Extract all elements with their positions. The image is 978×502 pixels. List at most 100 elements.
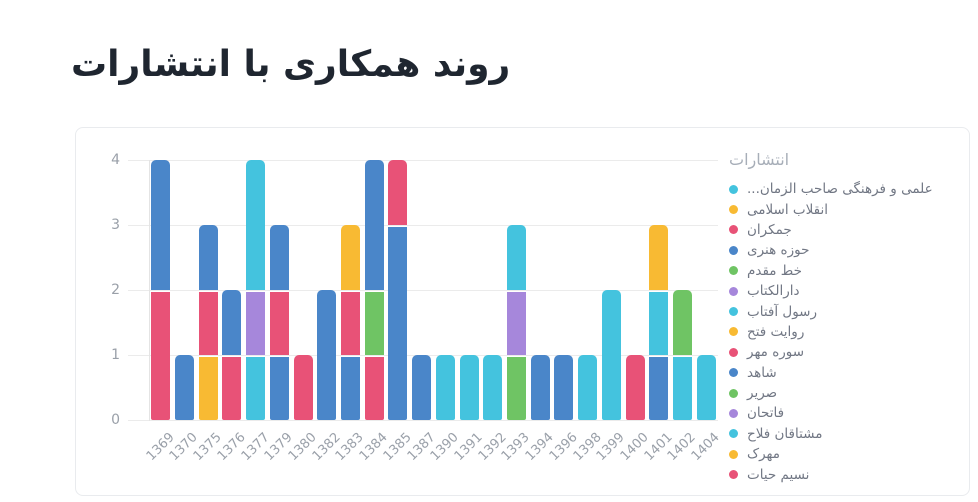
page-title: روند همکاری با انتشارات — [71, 44, 511, 85]
bar-segment[interactable] — [388, 160, 408, 225]
bar-segment[interactable] — [388, 226, 408, 420]
gridline — [128, 225, 718, 226]
bar-segment[interactable] — [198, 225, 218, 290]
bar-segment[interactable] — [341, 225, 361, 290]
legend-item-label: مهرک — [747, 446, 780, 463]
legend-item[interactable]: حوزه هنری — [729, 240, 965, 260]
bar-segment[interactable] — [696, 355, 716, 420]
legend-item[interactable]: انقلاب اسلامی — [729, 199, 965, 219]
legend-item[interactable]: صریر — [729, 383, 965, 403]
y-axis-tick-label: 1 — [111, 347, 120, 363]
bar-segment[interactable] — [269, 356, 289, 420]
bar-group — [696, 160, 716, 420]
bar-group — [578, 160, 598, 420]
legend-item[interactable]: دارالکتاب — [729, 281, 965, 301]
bar-segment[interactable] — [506, 356, 526, 420]
legend-color-dot-icon — [729, 266, 738, 276]
bar-group — [175, 160, 195, 420]
bar-segment[interactable] — [412, 355, 432, 420]
bar-group — [672, 160, 692, 420]
bar-segment[interactable] — [246, 160, 266, 290]
legend-item[interactable]: خط مقدم — [729, 261, 965, 281]
legend-color-dot-icon — [729, 286, 738, 296]
bar-segment[interactable] — [554, 355, 574, 420]
bar-segment[interactable] — [151, 291, 171, 420]
bar-segment[interactable] — [506, 225, 526, 290]
bar-segment[interactable] — [222, 356, 242, 420]
legend-item-label: شاهد — [747, 364, 777, 381]
legend-item[interactable]: روایت فتح — [729, 322, 965, 342]
bar-segment[interactable] — [198, 291, 218, 355]
legend-item[interactable]: نسیم حیات — [729, 464, 965, 483]
gridline — [128, 290, 718, 291]
bar-segment[interactable] — [364, 160, 384, 290]
bar-segment[interactable] — [649, 356, 669, 420]
bar-segment[interactable] — [341, 356, 361, 420]
bar-group — [151, 160, 171, 420]
bar-group — [364, 160, 384, 420]
bar-group — [625, 160, 645, 420]
legend-color-dot-icon — [729, 470, 738, 480]
legend-item-label: انقلاب اسلامی — [747, 201, 828, 218]
bar-segment[interactable] — [672, 356, 692, 420]
bar-segment[interactable] — [672, 290, 692, 355]
bar-group — [412, 160, 432, 420]
legend-item[interactable]: سوره مهر — [729, 342, 965, 362]
bar-segment[interactable] — [151, 160, 171, 290]
bar-segment[interactable] — [601, 290, 621, 420]
bar-segment[interactable] — [175, 355, 195, 420]
gridline — [128, 160, 718, 161]
bar-group — [246, 160, 266, 420]
legend-title: انتشارات — [729, 150, 790, 169]
bar-segment[interactable] — [483, 355, 503, 420]
bar-segment[interactable] — [459, 355, 479, 420]
legend-item[interactable]: شاهد — [729, 363, 965, 383]
bar-segment[interactable] — [341, 291, 361, 355]
legend-item-label: خط مقدم — [747, 262, 802, 279]
bar-segment[interactable] — [506, 291, 526, 355]
bar-group — [459, 160, 479, 420]
legend-item-label: نسیم حیات — [747, 466, 810, 483]
bar-group — [317, 160, 337, 420]
legend-color-dot-icon — [729, 449, 738, 459]
legend-color-dot-icon — [729, 205, 738, 215]
legend-item[interactable]: جمکران — [729, 220, 965, 240]
legend-item[interactable]: فاتحان — [729, 403, 965, 423]
bar-group — [269, 160, 289, 420]
bar-segment[interactable] — [649, 225, 669, 290]
legend-color-dot-icon — [729, 225, 738, 235]
bar-segment[interactable] — [198, 356, 218, 420]
bar-segment[interactable] — [649, 291, 669, 355]
legend-item-label: روایت فتح — [747, 323, 805, 340]
bar-group — [506, 160, 526, 420]
bar-segment[interactable] — [364, 291, 384, 355]
plot-area: 1369 1370 1375 1376 1377 1379 1380 1382 1383 1384… — [143, 160, 723, 464]
bar-segment[interactable] — [578, 355, 598, 420]
bar-segment[interactable] — [269, 225, 289, 290]
bar-segment[interactable] — [246, 291, 266, 355]
bar-segment[interactable] — [625, 355, 645, 420]
legend-item[interactable]: مهرک — [729, 444, 965, 464]
legend-color-dot-icon — [729, 184, 738, 194]
bar-segment[interactable] — [530, 355, 550, 420]
legend-item-label: فاتحان — [747, 405, 785, 422]
legend-item[interactable]: رسول آفتاب — [729, 301, 965, 321]
bar-segment[interactable] — [246, 356, 266, 420]
legend-color-dot-icon — [729, 327, 738, 337]
legend-color-dot-icon — [729, 388, 738, 398]
bar-segment[interactable] — [222, 290, 242, 355]
bar-group — [222, 160, 242, 420]
bar-segment[interactable] — [317, 290, 337, 420]
legend-item-label: سوره مهر — [747, 344, 805, 361]
bar-segment[interactable] — [269, 291, 289, 355]
bar-segment[interactable] — [293, 355, 313, 420]
bar-segment[interactable] — [364, 356, 384, 420]
bar-group — [530, 160, 550, 420]
legend-item[interactable]: علمی و فرهنگی صاحب الزمان... — [729, 179, 965, 199]
legend-item[interactable]: مشتاقان فلاح — [729, 424, 965, 444]
bar-group — [293, 160, 313, 420]
legend-items: علمی و فرهنگی صاحب الزمان... انقلاب اسلام… — [729, 179, 965, 483]
y-axis-tick-label: 4 — [111, 152, 120, 168]
bar-segment[interactable] — [435, 355, 455, 420]
